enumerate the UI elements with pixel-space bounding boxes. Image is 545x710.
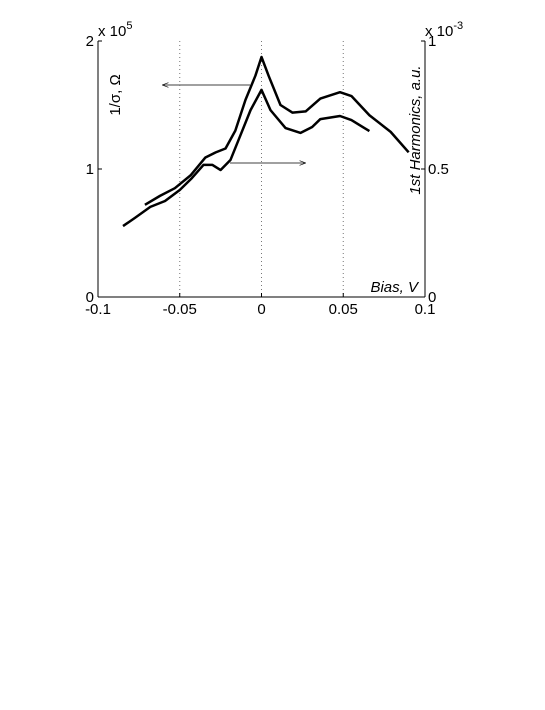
x-axis-label: Bias, V [370,279,420,296]
y-tick-label: 2 [86,33,94,50]
y-axis-label: 1/σ, Ω [107,74,124,115]
multiplier-exponent: 5 [126,20,132,32]
y-tick-label: 0 [86,289,94,306]
x-tick-label: 0.05 [329,301,358,318]
data-line [144,55,410,206]
x-tick-label: 0.1 [415,301,436,318]
data-line [122,88,371,228]
y-tick-label: 1 [86,161,94,178]
multiplier-base: x 10 [98,23,126,40]
y2-tick-label: 0 [428,289,436,306]
y2-axis-label: 1st Harmonics, a.u. [407,65,424,194]
x-tick-label: -0.05 [163,301,197,318]
y2-multiplier: x 10-3 [425,20,463,40]
x-tick-label: 0 [257,301,265,318]
y-multiplier: x 105 [98,20,132,40]
y2-tick-label: 1 [428,33,436,50]
y2-tick-label: 0.5 [428,161,449,178]
multiplier-exponent: -3 [453,20,463,32]
multiplier-base: x 10 [425,23,453,40]
x-tick-label: -0.1 [85,301,111,318]
